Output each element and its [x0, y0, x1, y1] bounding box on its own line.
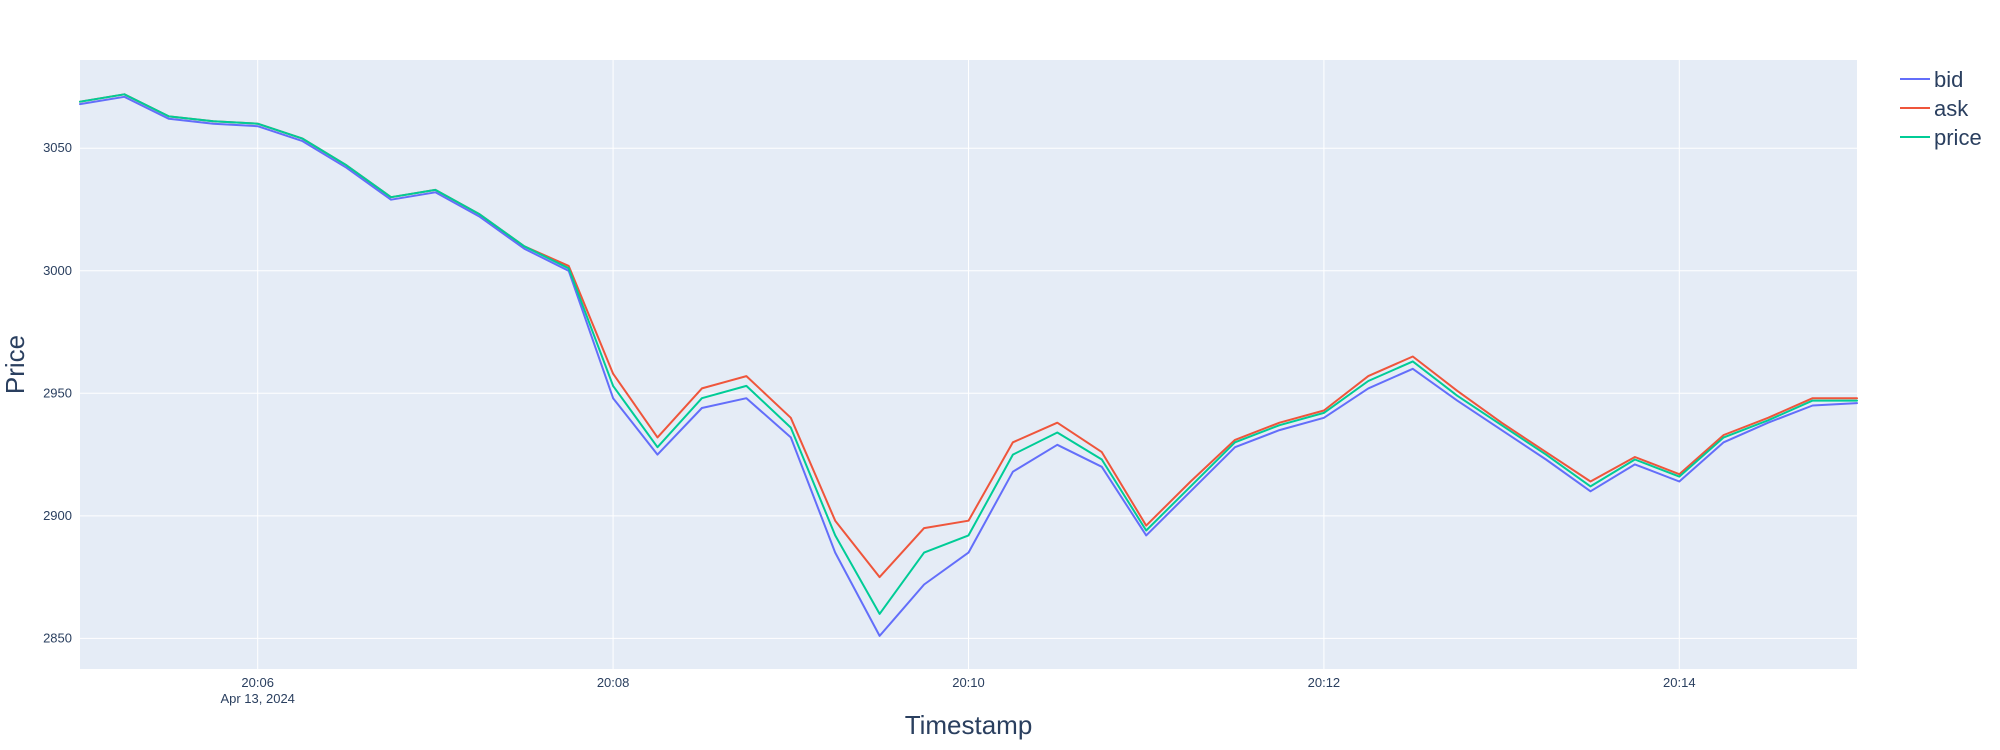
- x-tick-label: 20:14: [1663, 675, 1696, 690]
- series-line-price: [79, 93, 1858, 615]
- x-tick-sublabel: Apr 13, 2024: [220, 691, 294, 706]
- legend-label: bid: [1934, 67, 1963, 92]
- y-tick-label: 2950: [43, 385, 72, 400]
- legend-label: price: [1934, 125, 1982, 150]
- x-tick-label: 20:08: [597, 675, 630, 690]
- x-axis-title: Timestamp: [905, 710, 1033, 740]
- legend-item-bid[interactable]: bid: [1900, 67, 1963, 92]
- legend-item-ask[interactable]: ask: [1900, 96, 1969, 121]
- series-lines: [79, 93, 1858, 637]
- legend[interactable]: bid ask price: [1900, 67, 1982, 150]
- gridlines: [80, 60, 1857, 669]
- y-tick-label: 2900: [43, 508, 72, 523]
- y-tick-label: 2850: [43, 630, 72, 645]
- y-tick-label: 3050: [43, 140, 72, 155]
- legend-label: ask: [1934, 96, 1969, 121]
- legend-item-price[interactable]: price: [1900, 125, 1982, 150]
- x-tick-label: 20:10: [952, 675, 985, 690]
- x-tick-label: 20:12: [1308, 675, 1341, 690]
- series-line-bid: [79, 95, 1858, 637]
- x-tick-label: 20:06: [241, 675, 274, 690]
- y-axis-title: Price: [0, 335, 30, 394]
- y-tick-label: 3000: [43, 263, 72, 278]
